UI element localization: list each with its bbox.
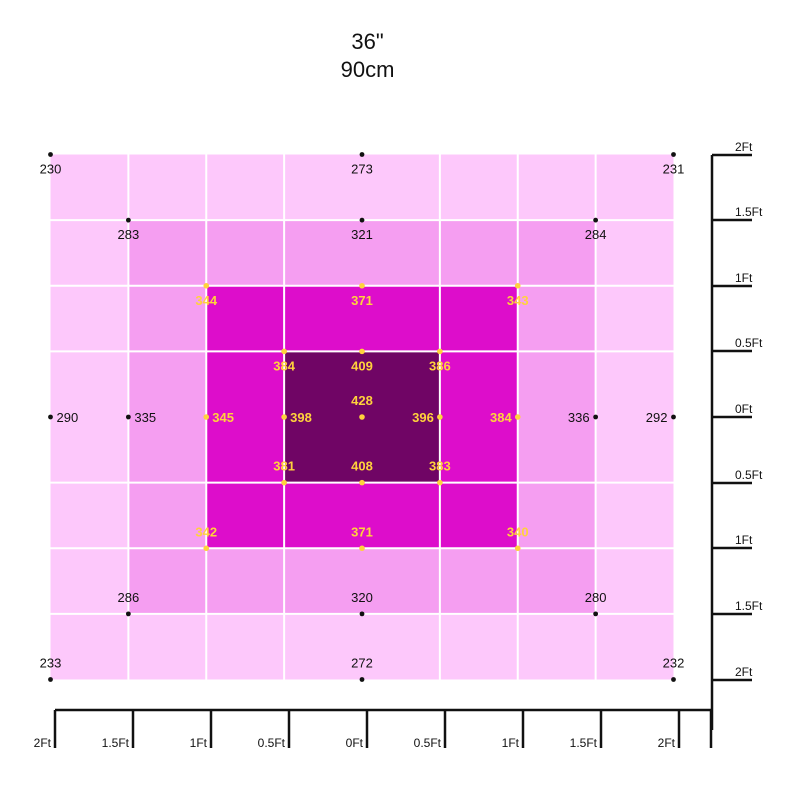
title-cm: 90cm bbox=[340, 57, 395, 82]
data-point bbox=[514, 282, 521, 289]
data-label: 384 bbox=[490, 410, 512, 425]
data-point bbox=[48, 414, 53, 420]
data-point bbox=[359, 611, 365, 617]
data-point bbox=[593, 611, 599, 617]
x-tick-label: 0Ft bbox=[346, 736, 364, 750]
data-point bbox=[514, 414, 521, 420]
data-point bbox=[359, 152, 365, 157]
data-point bbox=[593, 414, 599, 420]
data-label: 386 bbox=[429, 358, 451, 373]
data-point bbox=[281, 479, 287, 486]
data-point bbox=[671, 152, 676, 157]
data-point bbox=[437, 479, 443, 486]
y-tick-label: 0.5Ft bbox=[735, 468, 763, 482]
x-tick-label: 0.5Ft bbox=[414, 736, 442, 750]
data-label: 408 bbox=[351, 459, 373, 474]
data-label: 398 bbox=[290, 410, 312, 425]
data-point bbox=[359, 217, 365, 223]
x-axis: 2Ft 1.5Ft 1Ft 0.5Ft 0Ft 0.5Ft 1Ft 1.5Ft 2Ft bbox=[34, 708, 713, 750]
chart-title: 36" 90cm bbox=[0, 28, 735, 84]
data-point bbox=[671, 414, 676, 420]
y-tick-label: 0.5Ft bbox=[735, 336, 763, 350]
data-label: 335 bbox=[134, 410, 156, 425]
data-label: 371 bbox=[351, 293, 373, 308]
data-point bbox=[48, 152, 53, 157]
data-label: 286 bbox=[118, 590, 140, 605]
data-label: 230 bbox=[40, 162, 62, 177]
data-label: 396 bbox=[412, 410, 434, 425]
data-label: 321 bbox=[351, 227, 373, 242]
x-tick-label: 1.5Ft bbox=[570, 736, 598, 750]
data-point bbox=[203, 282, 210, 289]
data-label: 233 bbox=[40, 656, 62, 671]
data-point bbox=[359, 677, 365, 682]
x-tick-label: 2Ft bbox=[34, 736, 52, 750]
data-label: 336 bbox=[568, 410, 590, 425]
y-tick-label: 2Ft bbox=[735, 665, 753, 679]
data-point bbox=[203, 545, 210, 552]
data-label: 273 bbox=[351, 162, 373, 177]
data-label: 383 bbox=[429, 459, 451, 474]
y-tick-label: 1.5Ft bbox=[735, 599, 763, 613]
data-point bbox=[125, 414, 131, 420]
data-label: 231 bbox=[663, 162, 685, 177]
x-tick-label: 1Ft bbox=[190, 736, 208, 750]
title-inches: 36" bbox=[351, 29, 384, 54]
y-tick-label: 0Ft bbox=[735, 402, 753, 416]
data-point bbox=[125, 217, 131, 223]
data-label: 342 bbox=[195, 524, 217, 539]
y-tick-label: 1Ft bbox=[735, 533, 753, 547]
data-point bbox=[125, 611, 131, 617]
data-point bbox=[359, 282, 365, 289]
data-point bbox=[281, 348, 287, 355]
data-point bbox=[281, 414, 287, 420]
data-label: 232 bbox=[663, 656, 685, 671]
data-label: 290 bbox=[57, 410, 79, 425]
y-tick-label: 1.5Ft bbox=[735, 205, 763, 219]
y-tick-label: 2Ft bbox=[735, 140, 753, 154]
data-point bbox=[359, 348, 365, 355]
data-point bbox=[514, 545, 521, 552]
y-tick-label: 1Ft bbox=[735, 271, 753, 285]
data-label: 381 bbox=[273, 459, 295, 474]
x-tick-label: 0.5Ft bbox=[258, 736, 286, 750]
data-label: 284 bbox=[585, 227, 607, 242]
data-point bbox=[359, 545, 365, 552]
point-layer: 230 273 231 283 321 284 344 371 343 384 409 386 428 2… bbox=[40, 152, 685, 682]
data-label: 283 bbox=[118, 227, 140, 242]
data-point bbox=[203, 414, 210, 420]
data-label: 344 bbox=[195, 293, 217, 308]
data-label: 345 bbox=[212, 410, 234, 425]
data-label: 292 bbox=[646, 410, 668, 425]
data-label: 371 bbox=[351, 524, 373, 539]
data-point bbox=[593, 217, 599, 223]
data-label: 320 bbox=[351, 590, 373, 605]
data-label: 428 bbox=[351, 393, 373, 408]
data-point bbox=[437, 414, 443, 420]
data-label: 280 bbox=[585, 590, 607, 605]
x-tick-label: 1.5Ft bbox=[102, 736, 130, 750]
data-label: 272 bbox=[351, 656, 373, 671]
data-label: 340 bbox=[507, 524, 529, 539]
data-label: 409 bbox=[351, 358, 373, 373]
data-label: 343 bbox=[507, 293, 529, 308]
x-tick-label: 1Ft bbox=[502, 736, 520, 750]
data-point bbox=[48, 677, 53, 682]
data-label: 384 bbox=[273, 358, 295, 373]
data-point bbox=[359, 414, 365, 420]
x-tick-label: 2Ft bbox=[658, 736, 676, 750]
data-point bbox=[671, 677, 676, 682]
y-axis: 2Ft 1.5Ft 1Ft 0.5Ft 0Ft 0.5Ft 1Ft 1.5Ft 2Ft bbox=[710, 140, 763, 730]
data-point bbox=[437, 348, 443, 355]
data-point bbox=[359, 479, 365, 486]
